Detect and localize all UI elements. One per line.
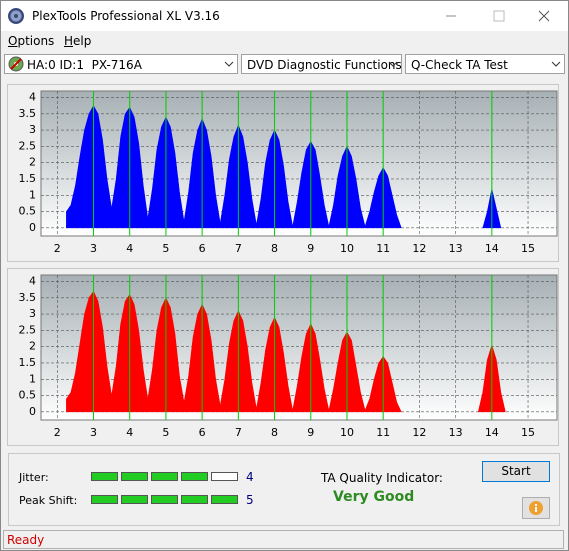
jitter-label: Jitter: [19,471,49,484]
peak-shift-label: Peak Shift: [19,494,78,507]
menu-help[interactable]: Help [64,34,92,48]
drive-icon [8,56,24,72]
maximize[interactable] [493,10,505,22]
y-tick-label: 4 [29,275,36,288]
y-tick-label: 3 [29,307,36,320]
y-tick-label: 0 [29,221,36,234]
y-tick-label: 1.5 [19,172,37,185]
meter-segment [211,495,238,504]
x-tick-label: 8 [271,426,278,439]
x-tick-label: 10 [340,426,354,439]
results-panel: Jitter: 4 Peak Shift: 5 TA Quality Indic… [8,453,560,526]
test-select[interactable]: Q-Check TA Test [405,54,565,74]
x-tick-label: 4 [126,242,133,255]
x-tick-label: 6 [199,426,206,439]
drive-select[interactable]: HA:0 ID:1 PX-716A [4,54,238,74]
x-tick-label: 12 [412,242,426,255]
meter-segment [211,472,238,481]
x-tick-label: 11 [376,242,390,255]
dropdown-arrow [388,61,398,67]
meter-segment [181,472,208,481]
peak-shift-value: 5 [246,493,254,507]
meter-segment [121,472,148,481]
x-tick-label: 4 [126,426,133,439]
x-tick-label: 5 [162,426,169,439]
window-title: PlexTools Professional XL V3.16 [32,9,220,23]
meter-segment [121,495,148,504]
x-tick-label: 13 [449,242,463,255]
function-select[interactable]: DVD Diagnostic Functions [241,54,402,74]
start-button[interactable]: Start [482,461,550,482]
jitter-meter [91,472,241,482]
y-tick-label: 1 [29,188,36,201]
x-tick-label: 14 [485,242,499,255]
y-tick-label: 1.5 [19,356,37,369]
x-tick-label: 12 [412,426,426,439]
x-tick-label: 9 [307,242,314,255]
x-tick-label: 2 [54,242,61,255]
x-tick-label: 13 [449,426,463,439]
y-tick-label: 3.5 [19,107,37,120]
dropdown-arrow [224,61,234,67]
menu-options[interactable]: Options [8,34,55,48]
chart-panel: 0 0.5 1 1.5 2 2.5 3 3.5 4 2 3 4 5 6 7 8 9 10 11 12 13 14 15 [7,84,559,262]
x-tick-label: 2 [54,426,61,439]
x-tick-label: 15 [521,242,535,255]
x-tick-label: 7 [235,426,242,439]
ta-value: Very Good [333,489,415,505]
close[interactable] [538,10,550,22]
x-tick-label: 5 [162,242,169,255]
x-tick-label: 8 [271,242,278,255]
function-label: DVD Diagnostic Functions [247,58,402,72]
status-text: Ready [7,533,45,547]
ta-label: TA Quality Indicator: [321,471,443,485]
x-tick-label: 14 [485,426,499,439]
y-tick-label: 3.5 [19,291,37,304]
histogram-area [66,290,506,413]
drive-label: HA:0 ID:1 PX-716A [27,58,142,72]
y-tick-label: 2 [29,340,36,353]
info-button[interactable] [522,497,550,519]
x-tick-label: 6 [199,242,206,255]
y-tick-label: 4 [29,91,36,104]
x-tick-label: 9 [307,426,314,439]
meter-segment [91,495,118,504]
y-tick-label: 2.5 [19,323,37,336]
y-tick-label: 3 [29,123,36,136]
meter-segment [151,472,178,481]
meter-segment [91,472,118,481]
y-tick-label: 0 [29,405,36,418]
x-tick-label: 10 [340,242,354,255]
jitter-value: 4 [246,470,254,484]
chart: 0 0.5 1 1.5 2 2.5 3 3.5 4 2 3 4 5 6 7 8 9 10 11 12 13 14 15 [19,274,558,439]
x-tick-label: 3 [90,426,97,439]
meter-segment [181,495,208,504]
y-tick-label: 0.5 [19,389,37,402]
chart-panel: 0 0.5 1 1.5 2 2.5 3 3.5 4 2 3 4 5 6 7 8 9 10 11 12 13 14 15 [7,268,559,446]
y-tick-label: 2 [29,156,36,169]
x-tick-label: 3 [90,242,97,255]
test-label: Q-Check TA Test [411,58,508,72]
peak-shift-meter [91,495,241,505]
histogram-area [66,105,502,229]
title-bar: PlexTools Professional XL V3.16 [1,1,568,31]
x-tick-label: 7 [235,242,242,255]
y-tick-label: 1 [29,372,36,385]
chart: 0 0.5 1 1.5 2 2.5 3 3.5 4 2 3 4 5 6 7 8 9 10 11 12 13 14 15 [19,90,558,255]
dropdown-arrow [551,61,561,67]
x-tick-label: 15 [521,426,535,439]
app-icon [8,8,24,24]
status-bar: Ready [3,530,564,549]
window-controls [446,10,550,22]
meter-segment [151,495,178,504]
y-tick-label: 0.5 [19,205,37,218]
y-tick-label: 2.5 [19,139,37,152]
x-tick-label: 11 [376,426,390,439]
